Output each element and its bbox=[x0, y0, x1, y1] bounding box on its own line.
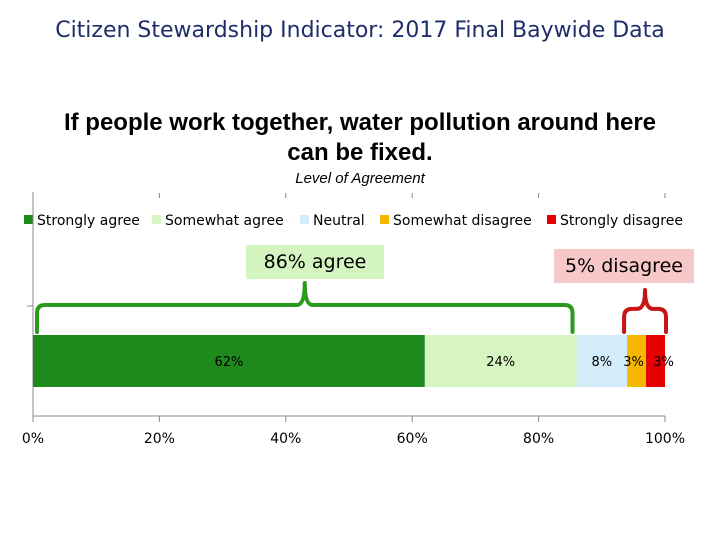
legend-label: Strongly agree bbox=[37, 213, 140, 229]
legend-item-strongly-disagree: Strongly disagree bbox=[547, 213, 683, 229]
legend-swatch-somewhat-agree bbox=[152, 215, 161, 224]
bar-segment-strongly-agree bbox=[33, 335, 425, 387]
x-tick-label: 80% bbox=[523, 431, 554, 447]
legend-label: Somewhat disagree bbox=[393, 213, 532, 229]
chart-legend: Strongly agree Somewhat agree Neutral So… bbox=[24, 213, 714, 235]
legend-item-strongly-agree: Strongly agree bbox=[24, 213, 140, 229]
legend-swatch-strongly-agree bbox=[24, 215, 33, 224]
x-tick-label: 40% bbox=[270, 431, 301, 447]
bar-segment-strongly-disagree bbox=[646, 335, 665, 387]
legend-label: Strongly disagree bbox=[560, 213, 683, 229]
bar-segment-somewhat-agree bbox=[424, 335, 577, 387]
agree-bracket bbox=[35, 281, 575, 334]
data-label-strongly-agree: 62% bbox=[214, 355, 243, 370]
slide-title: Citizen Stewardship Indicator: 2017 Fina… bbox=[55, 18, 665, 43]
legend-item-neutral: Neutral bbox=[300, 213, 365, 229]
disagree-bracket bbox=[622, 288, 668, 334]
legend-swatch-somewhat-disagree bbox=[380, 215, 389, 224]
legend-swatch-strongly-disagree bbox=[547, 215, 556, 224]
x-tick-label: 60% bbox=[397, 431, 428, 447]
chart-subtitle: Level of Agreement bbox=[295, 170, 425, 187]
legend-label: Somewhat agree bbox=[165, 213, 284, 229]
bar-segment-neutral bbox=[576, 335, 628, 387]
data-label-somewhat-disagree: 3% bbox=[623, 355, 644, 370]
legend-swatch-neutral bbox=[300, 215, 309, 224]
legend-item-somewhat-agree: Somewhat agree bbox=[152, 213, 284, 229]
legend-label: Neutral bbox=[313, 213, 365, 229]
chart-title: If people work together, water pollution… bbox=[63, 109, 657, 166]
data-label-strongly-disagree: 3% bbox=[653, 355, 674, 370]
bar-segment-somewhat-disagree bbox=[627, 335, 647, 387]
agree-callout: 86% agree bbox=[246, 245, 384, 279]
x-tick-label: 100% bbox=[645, 431, 685, 447]
x-tick-label: 20% bbox=[144, 431, 175, 447]
legend-item-somewhat-disagree: Somewhat disagree bbox=[380, 213, 532, 229]
data-label-somewhat-agree: 24% bbox=[486, 355, 515, 370]
data-label-neutral: 8% bbox=[591, 355, 612, 370]
x-tick-label: 0% bbox=[22, 431, 44, 447]
disagree-callout: 5% disagree bbox=[554, 249, 694, 283]
